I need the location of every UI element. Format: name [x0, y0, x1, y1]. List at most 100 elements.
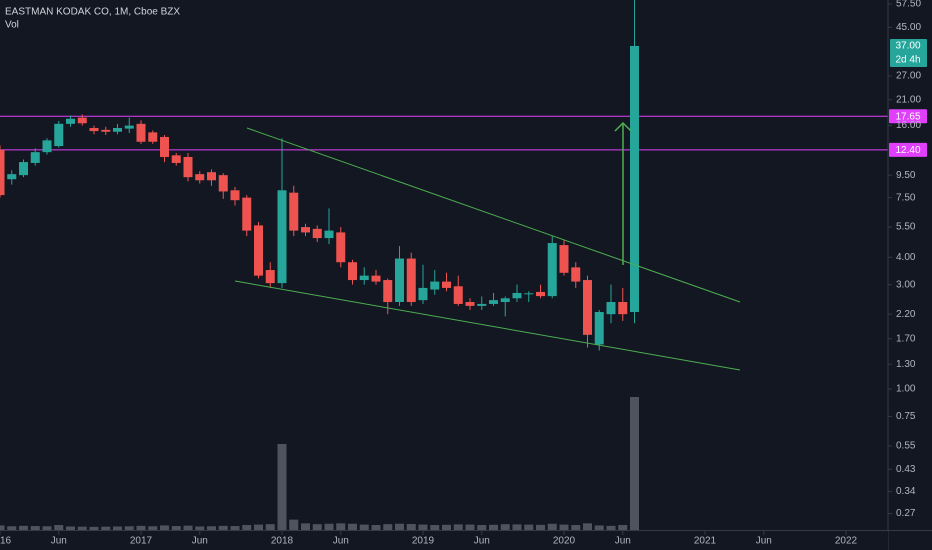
candle-body: [254, 225, 263, 276]
volume-bar: [500, 524, 510, 530]
candle-body: [230, 190, 240, 201]
last-price-box: [890, 38, 927, 67]
volume-bar: [418, 524, 428, 530]
volume-bar: [242, 525, 252, 530]
candle-body: [536, 291, 545, 297]
x-tick-label: Jun: [51, 536, 67, 547]
volume-bar: [618, 525, 628, 530]
x-tick-label: 2018: [271, 536, 294, 547]
candle-body: [148, 132, 158, 142]
x-tick-label: Jun: [333, 536, 349, 547]
trendline-lower: [234, 280, 741, 371]
volume-bar: [512, 524, 522, 530]
candle-body: [500, 298, 510, 303]
volume-bar: [524, 524, 534, 530]
level-label-box: [889, 142, 927, 157]
x-tick-label: Jun: [756, 536, 772, 547]
volume-bar: [536, 524, 545, 530]
last-price-label: 37.00: [895, 41, 920, 52]
level-label-box: [889, 109, 927, 124]
candle-body: [195, 174, 205, 181]
candle-body: [324, 230, 334, 239]
volume-bar: [336, 523, 346, 530]
volume-bar: [395, 523, 404, 530]
candle-body: [183, 156, 193, 178]
candle-body: [124, 125, 134, 129]
candle-body: [395, 258, 404, 303]
chart-title: EASTMAN KODAK CO, 1M, Cboe BZX: [5, 7, 180, 18]
volume-bar: [160, 525, 169, 530]
volume-bar: [218, 525, 228, 530]
x-tick-label: Jun: [615, 536, 631, 547]
y-tick-label: 0.43: [896, 464, 916, 475]
candle-body: [336, 232, 346, 263]
volume-bar: [453, 524, 463, 530]
candle-body: [406, 258, 416, 303]
candle-body: [7, 174, 17, 180]
candle-body: [383, 280, 393, 303]
candle-body: [465, 302, 475, 306]
candle-body: [583, 280, 592, 335]
volume-bar: [442, 524, 451, 530]
volume-bar: [477, 525, 487, 530]
volume-bar: [406, 523, 416, 530]
y-tick-label: 0.55: [896, 441, 916, 452]
y-tick-label: 57.50: [896, 0, 921, 10]
candle-body: [265, 270, 275, 284]
candle-body: [66, 118, 75, 124]
plot-area: [0, 0, 888, 530]
volume-bar: [559, 524, 569, 530]
y-tick-label: 1.30: [896, 359, 916, 370]
x-tick-label: 2019: [412, 536, 435, 547]
candle-body: [571, 267, 581, 282]
volume-bar: [277, 443, 287, 530]
volume-bar: [113, 526, 122, 530]
candle-body: [348, 262, 357, 281]
y-tick-label: 45.00: [896, 22, 921, 33]
volume-bar: [230, 526, 240, 530]
volume-bar: [348, 523, 357, 530]
volume-bar: [7, 526, 17, 530]
x-tick-label: 2017: [130, 536, 153, 547]
y-tick-label: 7.50: [896, 192, 916, 203]
volume-bar: [359, 524, 369, 530]
volume-bar: [30, 526, 40, 530]
level-label: 12.40: [895, 145, 920, 156]
volume-bar: [301, 523, 310, 530]
countdown-label: 2d 4h: [895, 55, 920, 66]
candle-body: [453, 286, 463, 304]
volume-bar: [19, 525, 28, 530]
volume-bar: [171, 526, 181, 530]
volume-bar: [489, 524, 498, 530]
price-axis-panel: [888, 0, 932, 550]
volume-bar: [324, 523, 334, 530]
volume-bar: [89, 526, 99, 530]
candle-body: [171, 155, 181, 163]
volume-bar: [606, 525, 616, 530]
volume-bar: [183, 525, 193, 530]
candle-body: [618, 302, 628, 315]
candle-body: [0, 149, 5, 196]
volume-bar: [594, 525, 604, 530]
trendline-upper: [246, 127, 741, 303]
candle-body: [289, 192, 299, 231]
y-tick-label: 3.00: [896, 279, 916, 290]
candle-body: [30, 152, 40, 163]
candle-body: [277, 190, 287, 284]
volume-bar: [371, 525, 381, 530]
candle-body: [42, 140, 52, 153]
volume-bar: [195, 526, 205, 530]
volume-legend: Vol: [5, 20, 19, 31]
arrow-head: [614, 121, 632, 132]
x-tick-label: Jun: [192, 536, 208, 547]
candle-body: [218, 175, 228, 192]
volume-bar: [465, 524, 475, 530]
x-tick-label: 2021: [694, 536, 717, 547]
candle-body: [89, 128, 99, 132]
volume-bar: [124, 526, 134, 530]
y-tick-label: 1.70: [896, 333, 916, 344]
candle-body: [101, 129, 111, 132]
volume-bar: [383, 524, 393, 530]
